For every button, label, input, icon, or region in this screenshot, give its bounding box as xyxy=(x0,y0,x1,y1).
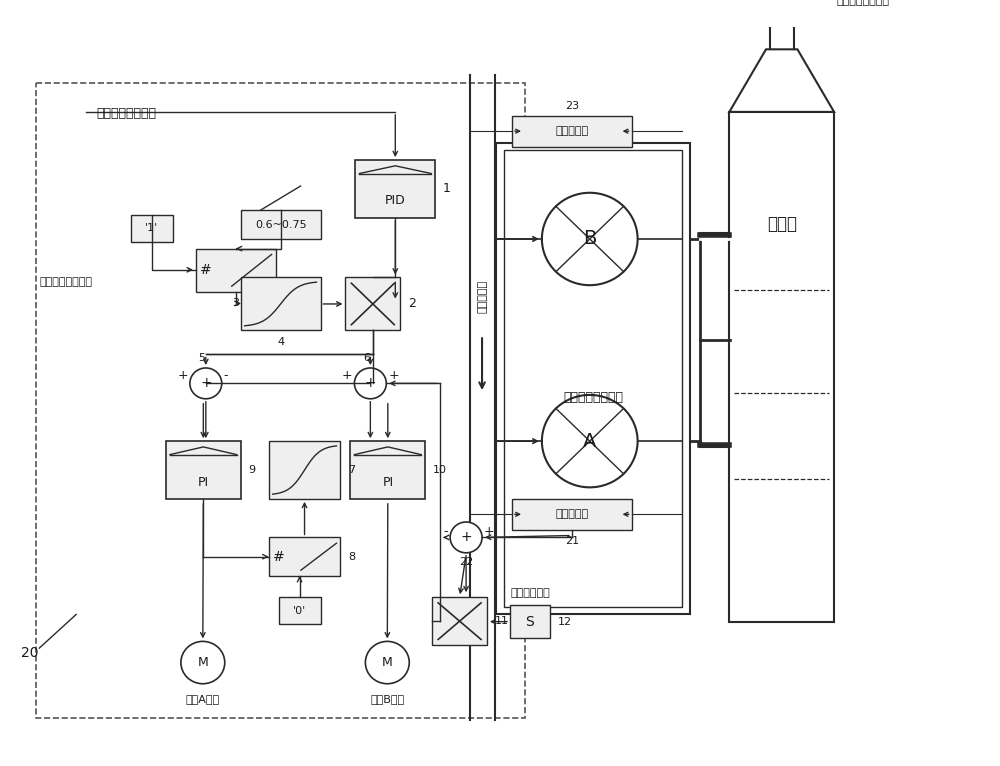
Text: +: + xyxy=(342,369,352,382)
Text: 并列运行脱硫风机: 并列运行脱硫风机 xyxy=(563,391,623,404)
Text: +: + xyxy=(365,376,376,391)
Circle shape xyxy=(190,368,222,399)
Text: -: - xyxy=(444,525,448,538)
Text: PID: PID xyxy=(385,194,406,207)
Text: 3: 3 xyxy=(232,299,239,309)
Text: 两台风机投入运行: 两台风机投入运行 xyxy=(39,277,92,287)
FancyBboxPatch shape xyxy=(729,112,834,622)
Text: 脱硫后排出的烟气: 脱硫后排出的烟气 xyxy=(837,0,890,6)
Circle shape xyxy=(542,193,638,285)
Circle shape xyxy=(542,395,638,487)
FancyBboxPatch shape xyxy=(166,441,241,499)
FancyBboxPatch shape xyxy=(496,142,690,614)
Circle shape xyxy=(450,522,482,553)
Text: M: M xyxy=(197,656,208,669)
Text: #: # xyxy=(200,264,212,277)
Text: +: + xyxy=(200,376,212,391)
Text: PI: PI xyxy=(382,476,393,489)
Text: 22: 22 xyxy=(459,558,473,568)
Text: 换算系数设定: 换算系数设定 xyxy=(510,588,550,598)
Circle shape xyxy=(181,641,225,684)
FancyBboxPatch shape xyxy=(512,499,632,530)
Text: 压差变送器: 压差变送器 xyxy=(555,126,588,136)
Text: -: - xyxy=(224,369,228,382)
FancyBboxPatch shape xyxy=(432,597,487,645)
Text: 12: 12 xyxy=(558,617,572,627)
Text: 11: 11 xyxy=(495,616,509,626)
Text: S: S xyxy=(526,614,534,629)
Text: 23: 23 xyxy=(565,101,579,111)
Text: '1': '1' xyxy=(145,224,159,234)
FancyBboxPatch shape xyxy=(512,116,632,146)
Text: A: A xyxy=(583,432,596,450)
Text: +: + xyxy=(460,530,472,545)
Text: 风机B挡板: 风机B挡板 xyxy=(370,694,404,704)
Text: +: + xyxy=(177,369,188,382)
Text: 8: 8 xyxy=(348,552,356,561)
Text: 7: 7 xyxy=(348,465,356,475)
Circle shape xyxy=(354,368,386,399)
FancyBboxPatch shape xyxy=(504,150,682,607)
Text: 4: 4 xyxy=(277,337,284,347)
Text: PI: PI xyxy=(198,476,209,489)
FancyBboxPatch shape xyxy=(269,538,340,576)
FancyBboxPatch shape xyxy=(269,441,340,499)
FancyBboxPatch shape xyxy=(196,249,276,292)
Text: M: M xyxy=(382,656,393,669)
Text: 炉膛负压调节指令: 炉膛负压调节指令 xyxy=(96,107,156,120)
Text: 0.6~0.75: 0.6~0.75 xyxy=(255,220,306,230)
Text: '0': '0' xyxy=(293,606,306,616)
FancyBboxPatch shape xyxy=(36,83,525,719)
Text: 10: 10 xyxy=(433,465,447,475)
Text: B: B xyxy=(583,230,596,248)
Text: 2: 2 xyxy=(408,297,416,310)
Text: #: # xyxy=(273,550,284,564)
Text: +: + xyxy=(484,525,495,538)
Text: 风机A挡板: 风机A挡板 xyxy=(186,694,220,704)
Text: 6: 6 xyxy=(363,353,370,363)
FancyBboxPatch shape xyxy=(131,215,173,242)
Text: 1: 1 xyxy=(443,182,451,195)
Circle shape xyxy=(365,641,409,684)
FancyBboxPatch shape xyxy=(350,441,425,499)
Text: +: + xyxy=(388,369,399,382)
Text: 5: 5 xyxy=(198,353,205,363)
Text: 20: 20 xyxy=(21,646,38,660)
Text: 未脱硫烟气: 未脱硫烟气 xyxy=(477,280,487,313)
Text: 脱硫塔: 脱硫塔 xyxy=(767,215,797,233)
FancyBboxPatch shape xyxy=(355,160,435,218)
FancyBboxPatch shape xyxy=(279,597,320,624)
FancyBboxPatch shape xyxy=(510,605,550,639)
FancyBboxPatch shape xyxy=(241,277,320,330)
Text: 9: 9 xyxy=(249,465,256,475)
FancyBboxPatch shape xyxy=(345,277,400,330)
FancyBboxPatch shape xyxy=(241,210,320,239)
Polygon shape xyxy=(729,49,834,112)
Text: 压差变送器: 压差变送器 xyxy=(555,509,588,519)
Text: 21: 21 xyxy=(565,536,579,546)
